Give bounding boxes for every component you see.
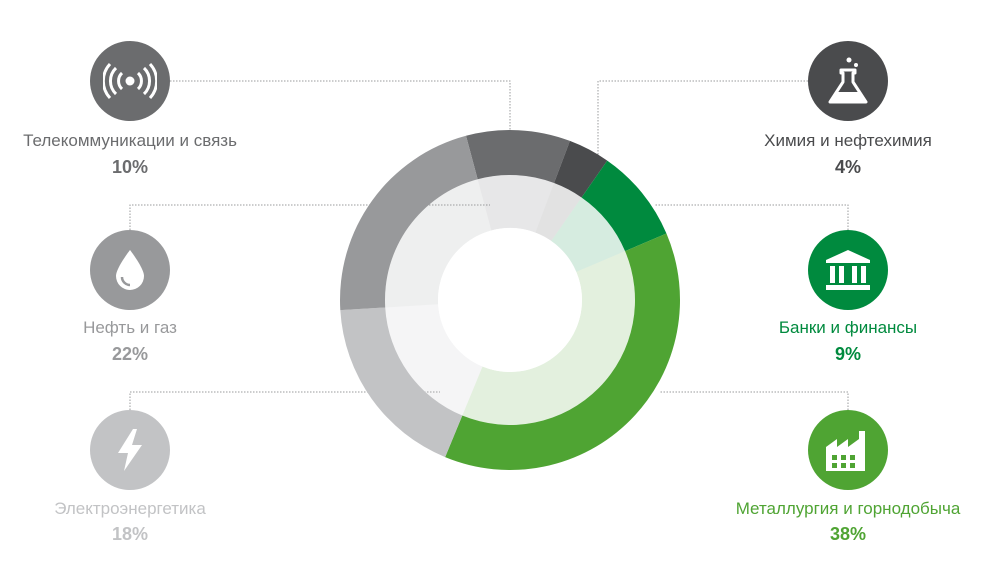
metallurgy-icon-circle: [808, 410, 888, 490]
donut-slice-inner: [385, 179, 492, 308]
slice-percent: 18%: [111, 524, 149, 544]
oil-drop-icon: [116, 250, 144, 290]
banks-icon-circle: [808, 230, 888, 310]
slice-label: Металлургия и горнодобыча: [735, 499, 961, 518]
connector-line: [660, 391, 849, 410]
donut-hole: [438, 228, 582, 372]
donut-slice: [466, 129, 570, 184]
slice-percent: 4%: [834, 157, 861, 177]
donut-slice-inner: [535, 183, 582, 241]
power-icon-circle: [90, 410, 170, 490]
connector-line: [597, 80, 808, 158]
slice-percent: 38%: [829, 524, 867, 544]
slice-label: Банки и финансы: [778, 318, 918, 337]
slice-label: Электроэнергетика: [54, 499, 206, 518]
telecom-icon-circle: [90, 41, 170, 121]
donut-slice-inner: [385, 304, 483, 416]
chemistry-icon-circle: [808, 41, 888, 121]
slice-percent: 9%: [834, 344, 861, 364]
factory-icon: [826, 431, 865, 471]
oil-gas-icon-circle: [90, 230, 170, 310]
slice-percent: 22%: [111, 344, 149, 364]
donut-slice: [581, 160, 667, 252]
slice-label: Химия и нефтехимия: [764, 131, 932, 150]
connector-line: [170, 80, 511, 135]
donut-slice: [340, 307, 463, 458]
donut-slice: [554, 140, 608, 198]
connector-line: [655, 204, 849, 230]
flask-icon: [828, 57, 868, 104]
slice-label: Телекоммуникации и связь: [23, 131, 237, 150]
donut-slice: [445, 233, 680, 470]
bank-building-icon: [826, 250, 870, 290]
slice-label: Нефть и газ: [83, 318, 177, 337]
slice-percent: 10%: [111, 157, 149, 177]
donut-slice-inner: [477, 175, 555, 233]
lightning-icon: [118, 429, 142, 471]
donut-slice-inner: [462, 251, 635, 426]
donut-slice: [340, 135, 478, 311]
connector-line: [129, 391, 440, 410]
wireless-signal-icon: [103, 62, 157, 100]
donut-slice-inner: [551, 197, 626, 272]
